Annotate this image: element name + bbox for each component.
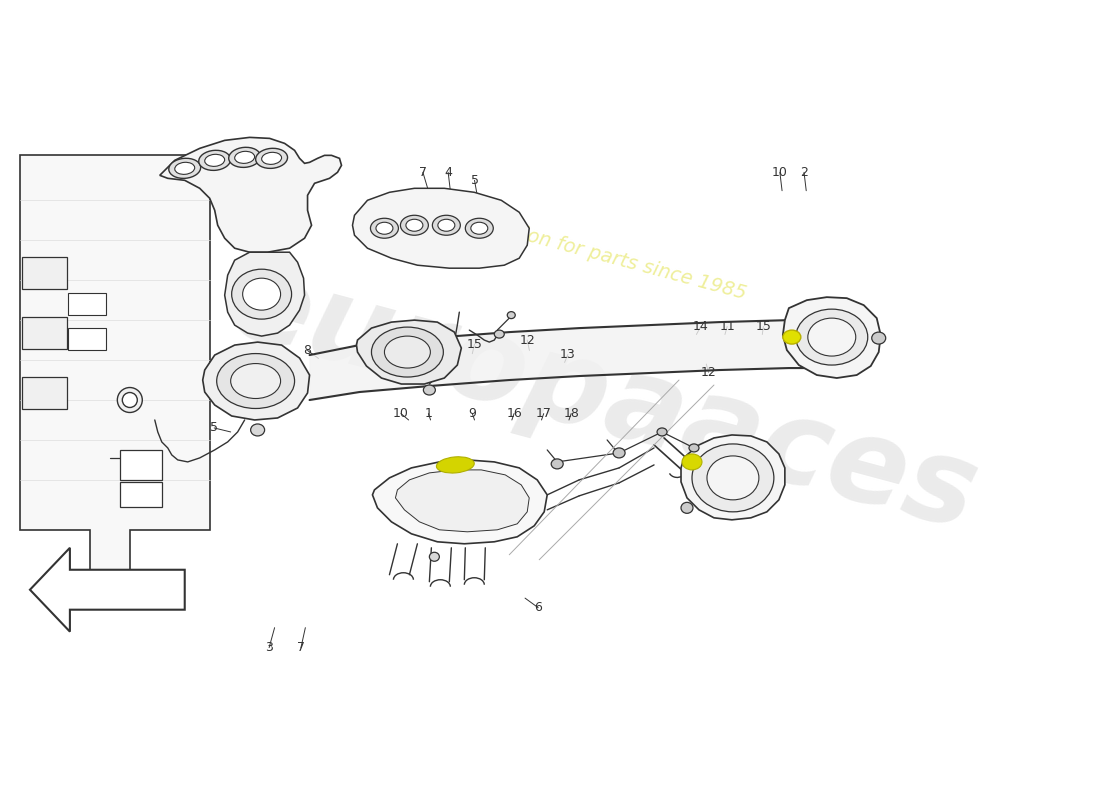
Text: 17: 17 [536, 407, 551, 420]
Text: 8: 8 [304, 344, 311, 357]
Ellipse shape [205, 154, 224, 166]
Polygon shape [783, 297, 881, 378]
Ellipse shape [251, 424, 265, 436]
Bar [120, 482, 162, 507]
Bar [68, 293, 106, 315]
Text: 6: 6 [535, 601, 542, 614]
Ellipse shape [118, 387, 142, 413]
Polygon shape [681, 435, 785, 520]
Polygon shape [20, 155, 210, 574]
Text: 3: 3 [265, 641, 273, 654]
Ellipse shape [465, 218, 493, 238]
Ellipse shape [692, 444, 774, 512]
Text: 10: 10 [393, 407, 409, 420]
Ellipse shape [807, 318, 856, 356]
Ellipse shape [199, 150, 231, 170]
Ellipse shape [175, 162, 195, 174]
Polygon shape [224, 252, 305, 336]
Ellipse shape [255, 148, 287, 168]
Ellipse shape [232, 269, 292, 319]
Ellipse shape [168, 158, 200, 178]
Text: 7: 7 [419, 166, 427, 179]
Ellipse shape [707, 456, 759, 500]
Ellipse shape [551, 459, 563, 469]
Text: 14: 14 [693, 320, 708, 333]
Text: 15: 15 [466, 338, 483, 350]
Ellipse shape [507, 312, 515, 318]
Text: 4: 4 [444, 166, 452, 179]
Ellipse shape [376, 222, 393, 234]
Ellipse shape [437, 457, 474, 473]
Text: 18: 18 [563, 407, 579, 420]
Polygon shape [395, 470, 529, 532]
Text: 12: 12 [701, 366, 716, 378]
Ellipse shape [471, 222, 487, 234]
Ellipse shape [432, 215, 460, 235]
Text: 13: 13 [560, 348, 575, 361]
Ellipse shape [689, 444, 698, 452]
Polygon shape [352, 188, 529, 268]
Polygon shape [30, 548, 185, 632]
Text: 16: 16 [506, 407, 521, 420]
Ellipse shape [429, 552, 439, 562]
Ellipse shape [262, 152, 282, 164]
Text: 10: 10 [772, 166, 788, 179]
Bar [68, 328, 106, 350]
Ellipse shape [494, 330, 504, 338]
Polygon shape [373, 460, 547, 544]
Ellipse shape [372, 327, 443, 377]
Text: a passion for parts since 1985: a passion for parts since 1985 [460, 209, 749, 303]
Text: 15: 15 [756, 320, 771, 333]
Bar [22, 258, 67, 289]
Ellipse shape [438, 219, 454, 231]
Ellipse shape [229, 147, 261, 167]
Polygon shape [202, 342, 309, 420]
Ellipse shape [231, 363, 280, 398]
Ellipse shape [234, 151, 254, 163]
Ellipse shape [384, 336, 430, 368]
Ellipse shape [795, 309, 868, 365]
Ellipse shape [871, 332, 886, 344]
Polygon shape [356, 320, 461, 384]
Ellipse shape [424, 385, 436, 395]
Text: 7: 7 [297, 641, 305, 654]
Text: 5: 5 [210, 422, 218, 434]
Text: 12: 12 [519, 334, 535, 346]
Bar [120, 450, 162, 480]
Ellipse shape [217, 354, 295, 409]
Ellipse shape [682, 454, 702, 470]
Ellipse shape [122, 393, 138, 407]
Bar [22, 377, 67, 409]
Text: 5: 5 [471, 174, 478, 187]
Ellipse shape [613, 448, 625, 458]
Bar [22, 317, 67, 349]
Ellipse shape [783, 330, 801, 344]
Text: 11: 11 [719, 320, 735, 333]
Ellipse shape [243, 278, 280, 310]
Text: europaaces: europaaces [219, 245, 990, 555]
Text: 9: 9 [469, 407, 476, 420]
Text: 2: 2 [800, 166, 808, 179]
Ellipse shape [371, 218, 398, 238]
Text: 1: 1 [425, 407, 432, 420]
Ellipse shape [406, 219, 422, 231]
Ellipse shape [681, 502, 693, 514]
Polygon shape [160, 138, 341, 252]
Ellipse shape [657, 428, 667, 436]
Ellipse shape [400, 215, 428, 235]
